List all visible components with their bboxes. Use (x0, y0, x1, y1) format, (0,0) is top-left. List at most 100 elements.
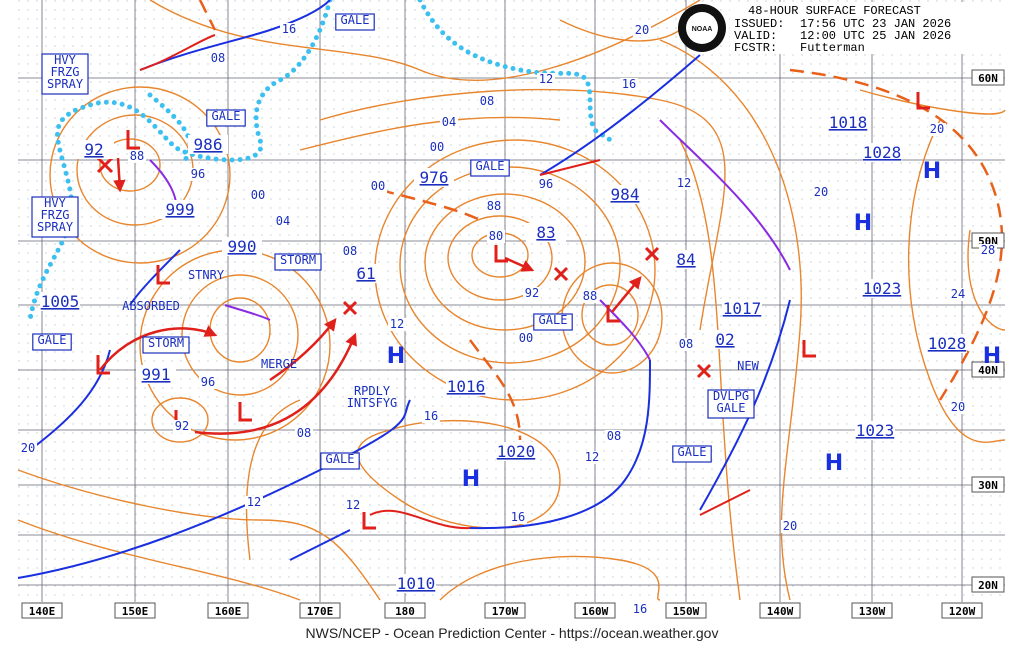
isobar-label: 12 (677, 176, 691, 190)
hazard-label: GALE (212, 109, 241, 123)
isobar-label-bg (812, 186, 830, 199)
hazard-label: FRZG (51, 65, 80, 79)
isobar-label-bg (341, 245, 359, 258)
isobar-label-bg (19, 442, 37, 455)
lat-label: 40N (978, 364, 998, 377)
lon-label: 170E (307, 605, 334, 618)
hazard-box (41, 53, 89, 95)
motion-arrows (99, 157, 642, 435)
lon-label-box (299, 602, 341, 619)
isobar-label: 28 (981, 243, 995, 257)
isobar-label-bg (509, 511, 527, 524)
isobar-label: 20 (21, 441, 35, 455)
lon-label: 150E (122, 605, 149, 618)
hazard-box (320, 452, 360, 470)
hazard-label: STORM (148, 336, 184, 350)
isobar-label-bg (949, 288, 967, 301)
central-pressure: 1023 (856, 421, 895, 440)
annotation: NEW (737, 359, 759, 373)
isobar-label: 12 (247, 495, 261, 509)
isobar-label-bg (209, 52, 227, 65)
pressure-bg (40, 292, 80, 311)
hazard-label: STORM (280, 253, 316, 267)
isobar-label-bg (280, 23, 298, 36)
isobar-label-bg (487, 230, 505, 243)
isobar-label-bg (428, 141, 446, 154)
isobar-label: 16 (424, 409, 438, 423)
isobar-label: 16 (622, 77, 636, 91)
high-center: H (854, 211, 872, 236)
hazard-box (142, 336, 190, 354)
lon-label: 140E (29, 605, 56, 618)
isobar-label: 88 (487, 199, 501, 213)
lat-label-box (971, 576, 1005, 593)
hazard-label: GALE (476, 159, 505, 173)
pressure-bg (927, 334, 967, 353)
isobar-label: 00 (251, 188, 265, 202)
isobar-label: 16 (633, 602, 647, 616)
annotation: ABSORBED (122, 299, 180, 313)
central-pressure: 1028 (863, 143, 902, 162)
central-pressure: 1005 (41, 292, 80, 311)
isobar-label: 80 (489, 229, 503, 243)
hazard-label: DVLPG (713, 389, 749, 403)
lon-label-box (574, 602, 616, 619)
isobar-label: 24 (951, 287, 965, 301)
isobar-label: 20 (951, 400, 965, 414)
pressure-bg (722, 299, 762, 318)
pressure-bg (414, 168, 454, 187)
pressure-bg (862, 279, 902, 298)
isobar-label-bg (523, 287, 541, 300)
annotation: MERGE (261, 357, 297, 371)
lon-label-box (21, 602, 63, 619)
pressure-bg (862, 143, 902, 162)
central-pressure: 984 (611, 185, 640, 204)
hazard-box (707, 389, 755, 419)
pressure-bg (346, 264, 386, 283)
isobar-label: 08 (607, 429, 621, 443)
hazard-label: FRZG (41, 208, 70, 222)
central-pressure: 1017 (723, 299, 762, 318)
lon-label: 180 (395, 605, 415, 618)
lat-label-box (971, 361, 1005, 378)
isobar-label: 12 (390, 317, 404, 331)
lat-label-box (971, 69, 1005, 86)
isobar-label: 04 (276, 214, 290, 228)
lat-label-box (971, 476, 1005, 493)
isobar-label-bg (581, 290, 599, 303)
isobar-label-bg (631, 603, 649, 616)
isobar-label-bg (295, 427, 313, 440)
fine-grid (18, 0, 1005, 602)
isobar-label: 00 (430, 140, 444, 154)
pressure-bg (705, 330, 745, 349)
isobar-label-bg (249, 189, 267, 202)
isobar-label: 88 (583, 289, 597, 303)
isobar-label: 92 (175, 419, 189, 433)
isobar-label: 16 (282, 22, 296, 36)
pressure-bg (605, 185, 645, 204)
isobar-label: 00 (371, 179, 385, 193)
central-pressure: 999 (166, 200, 195, 219)
hazard-box (32, 333, 72, 351)
high-center: H (462, 467, 480, 492)
isobar-label: 96 (539, 177, 553, 191)
central-pressure: 990 (228, 237, 257, 256)
isobar-label-bg (485, 200, 503, 213)
isobar-label-bg (517, 332, 535, 345)
central-pressure: 1028 (928, 334, 967, 353)
isobar-label-bg (128, 150, 146, 163)
isobar-label: 92 (525, 286, 539, 300)
hazard-box (533, 313, 573, 331)
central-pressure: 986 (194, 135, 223, 154)
central-pressure: 1018 (829, 113, 868, 132)
hazard-box (31, 196, 79, 238)
lon-label: 120W (949, 605, 976, 618)
pressure-bg (74, 140, 114, 159)
isobar-label-bg (274, 215, 292, 228)
isobar-label: 88 (130, 149, 144, 163)
header-text: FCSTR: (734, 41, 777, 55)
troughs (198, 0, 1004, 441)
pressure-bg (828, 113, 868, 132)
hazard-label: GALE (678, 445, 707, 459)
